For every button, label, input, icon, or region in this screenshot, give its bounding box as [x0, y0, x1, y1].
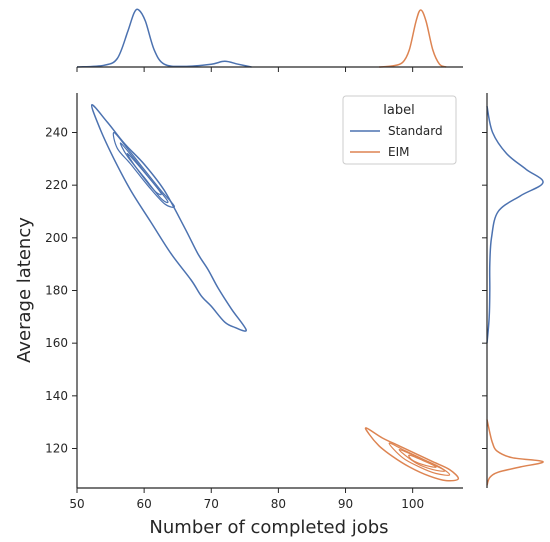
y-tick-label-120: 120 — [45, 442, 68, 456]
legend-label-eim: EIM — [388, 145, 409, 159]
x-tick-label-80: 80 — [271, 497, 286, 511]
y-tick-label-180: 180 — [45, 284, 68, 298]
marginal-x-density-standard — [76, 8, 252, 68]
top-marginal-density — [76, 8, 447, 68]
kde-contour-standard-level-1 — [112, 131, 175, 208]
kde-contour-eim-level-2 — [398, 449, 446, 472]
kde-contour-eim-level-3 — [408, 454, 437, 468]
legend-title: label — [383, 103, 414, 118]
axes: 50 60 70 80 90 100 120 140 160 180 200 220 240 — [45, 66, 488, 511]
legend-label-standard: Standard — [388, 124, 443, 138]
x-tick-label-50: 50 — [69, 497, 84, 511]
x-tick-label-70: 70 — [204, 497, 219, 511]
marginal-y-density-eim — [486, 419, 544, 486]
legend: label Standard EIM — [342, 95, 457, 165]
marginal-x-density-eim — [379, 9, 447, 68]
y-tick-label-160: 160 — [45, 336, 68, 350]
y-tick-label-240: 240 — [45, 126, 68, 140]
kde-contour-eim-outer — [364, 427, 460, 482]
right-marginal-density — [486, 106, 544, 486]
kde-contour-eim-level-1 — [388, 442, 451, 476]
marginal-y-density-standard — [486, 106, 544, 344]
y-tick-label-140: 140 — [45, 389, 68, 403]
x-tick-label-100: 100 — [401, 497, 424, 511]
x-axis-title: Number of completed jobs — [149, 517, 388, 538]
kde-contour-standard-outer — [90, 104, 247, 332]
kde-contour-standard-level-2 — [119, 142, 169, 204]
y-tick-label-220: 220 — [45, 178, 68, 192]
y-axis-title: Average latency — [14, 217, 35, 363]
joint-kde-plot — [90, 104, 460, 482]
y-tick-label-200: 200 — [45, 231, 68, 245]
kde-contour-standard-level-3 — [126, 152, 162, 196]
legend-frame — [342, 95, 457, 165]
x-tick-label-90: 90 — [338, 497, 353, 511]
x-tick-label-60: 60 — [136, 497, 151, 511]
